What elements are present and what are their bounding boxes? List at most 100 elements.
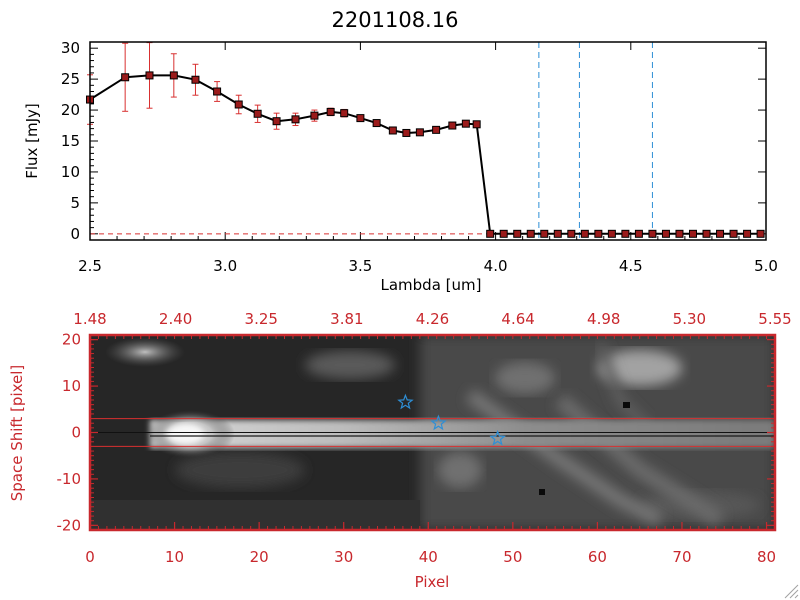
- top-y-tick-label: 10: [61, 163, 80, 181]
- flux-point: [648, 229, 657, 238]
- flux-point: [234, 100, 243, 109]
- bottom-x-axis-title: Pixel: [415, 573, 450, 591]
- bottom-x-tick-label: 20: [250, 548, 269, 566]
- top-plot-area: [86, 41, 767, 241]
- top-x-tick-label: 5.0: [754, 257, 778, 275]
- chart-title: 2201108.16: [332, 8, 459, 32]
- flux-point: [661, 229, 670, 238]
- bottom-x-tick-label: 40: [419, 548, 438, 566]
- flux-point: [461, 119, 470, 128]
- bottom-y-tick-label: 10: [62, 377, 81, 395]
- flux-point: [472, 120, 481, 129]
- star-marker-icon: [489, 429, 506, 446]
- flux-point: [272, 117, 281, 126]
- bottom-x-ticks: 0 10 20 30 40 50 60 70 80: [85, 335, 776, 566]
- top-wavelength-tick-label: 3.81: [330, 310, 363, 328]
- star-marker-icon: [397, 393, 414, 410]
- flux-point: [402, 128, 411, 137]
- bottom-x-tick-label: 60: [588, 548, 607, 566]
- flux-point: [580, 229, 589, 238]
- flux-point: [675, 229, 684, 238]
- top-x-tick-label: 2.5: [78, 257, 102, 275]
- flux-point: [432, 125, 441, 134]
- flux-point: [688, 229, 697, 238]
- flux-point: [621, 229, 630, 238]
- flux-point: [540, 229, 549, 238]
- top-x-axis-title: Lambda [um]: [381, 276, 482, 294]
- top-y-tick-label: 20: [61, 101, 80, 119]
- flux-point: [607, 229, 616, 238]
- flux-point: [513, 229, 522, 238]
- top-wavelength-tick-label: 1.48: [73, 310, 106, 328]
- flux-point: [415, 128, 424, 137]
- bottom-y-tick-label: -20: [57, 516, 82, 534]
- top-y-tick-label: 25: [61, 70, 80, 88]
- flux-point: [756, 229, 765, 238]
- flux-point: [388, 126, 397, 135]
- flux-point: [729, 229, 738, 238]
- top-x-tick-label: 4.5: [619, 257, 643, 275]
- top-plot-frame: [89, 41, 767, 241]
- flux-point: [567, 229, 576, 238]
- top-y-tick-label: 0: [70, 225, 80, 243]
- flux-point: [291, 115, 300, 124]
- flux-point: [310, 111, 319, 120]
- flux-point: [340, 109, 349, 118]
- flux-point: [486, 229, 495, 238]
- bottom-y-tick-label: 20: [62, 331, 81, 349]
- bottom-x-tick-label: 50: [503, 548, 522, 566]
- flux-point: [326, 107, 335, 116]
- bottom-y-tick-label: -10: [57, 470, 82, 488]
- top-y-axis-title: Flux [mJy]: [23, 103, 41, 179]
- top-y-tick-label: 30: [61, 39, 80, 57]
- top-x-tick-label: 4.0: [484, 257, 508, 275]
- bottom-y-ticks: -20 -10 0 10 20: [57, 331, 775, 534]
- top-y-ticks: 0 5 10 15 20 25 30: [61, 39, 766, 243]
- flux-point: [448, 121, 457, 130]
- top-wavelength-tick-label: 4.64: [501, 310, 534, 328]
- top-y-tick-label: 5: [70, 194, 80, 212]
- resize-grip-icon: [784, 584, 799, 599]
- flux-point: [253, 109, 262, 118]
- top-x-tick-label: 3.0: [213, 257, 237, 275]
- flux-point: [213, 87, 222, 96]
- flux-point: [121, 73, 130, 82]
- extraction-lines: [90, 418, 775, 447]
- bottom-x-tick-label: 70: [672, 548, 691, 566]
- flux-point: [169, 71, 178, 80]
- flux-point: [702, 229, 711, 238]
- top-wavelength-tick-label: 4.26: [416, 310, 449, 328]
- star-marker-icon: [430, 414, 447, 431]
- flux-point: [743, 229, 752, 238]
- top-x-ticks: 2.5 3.0 3.5 4.0 4.5 5.0: [78, 42, 778, 275]
- flux-point: [499, 229, 508, 238]
- spatial-image-panel: 1.48 2.40 3.25 3.81 4.26 4.64 4.98 5.30 5.55: [8, 310, 792, 591]
- flux-series-line: [89, 74, 761, 235]
- flux-point: [145, 71, 154, 80]
- top-y-tick-label: 15: [61, 132, 80, 150]
- flux-point: [553, 229, 562, 238]
- flux-point: [372, 119, 381, 128]
- bottom-y-tick-label: 0: [71, 424, 81, 442]
- bottom-x-tick-label: 80: [757, 548, 776, 566]
- top-wavelength-tick-label: 2.40: [159, 310, 192, 328]
- bottom-x-tick-label: 30: [334, 548, 353, 566]
- top-wavelength-tick-label: 4.98: [587, 310, 620, 328]
- wavelength-stars: [397, 393, 506, 446]
- top-wavelength-tick-label: 5.55: [758, 310, 791, 328]
- flux-point: [716, 229, 725, 238]
- flux-point: [191, 75, 200, 84]
- flux-point: [634, 229, 643, 238]
- top-x-tick-label: 3.5: [348, 257, 372, 275]
- bottom-x-tick-label: 10: [165, 548, 184, 566]
- flux-point: [526, 229, 535, 238]
- spectrum-panel: 2201108.16 0 5 10 15 20 25 30 2.5 3.0 3.5 4.0 4.5 5…: [23, 8, 778, 294]
- flux-point: [594, 229, 603, 238]
- top-wavelength-tick-label: 3.25: [245, 310, 278, 328]
- flux-markers: [86, 71, 765, 238]
- flux-point: [356, 114, 365, 123]
- error-bars: [87, 42, 764, 236]
- bottom-x-tick-label: 0: [85, 548, 95, 566]
- wavelength-markers: [538, 42, 653, 240]
